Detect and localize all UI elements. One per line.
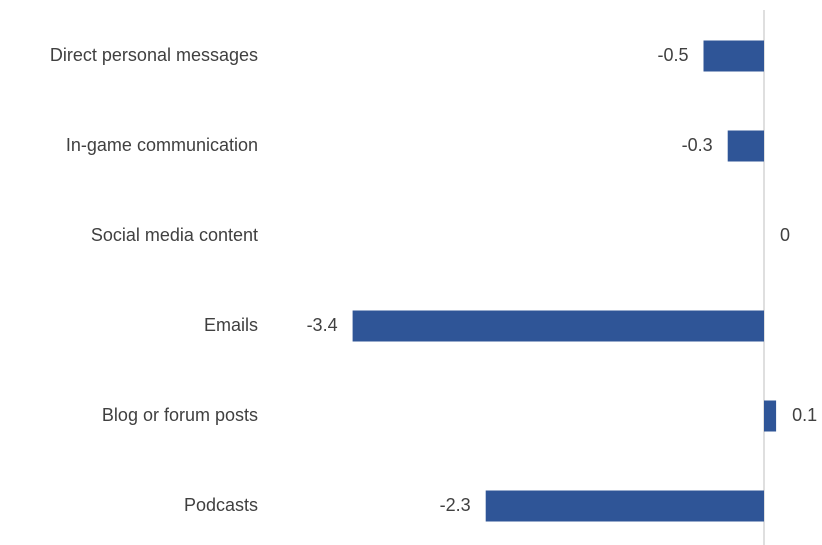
value-label: -3.4 bbox=[307, 315, 338, 335]
category-label: Podcasts bbox=[184, 495, 258, 515]
category-label: Blog or forum posts bbox=[102, 405, 258, 425]
category-label: In-game communication bbox=[66, 135, 258, 155]
value-label: -0.3 bbox=[682, 135, 713, 155]
category-label: Emails bbox=[204, 315, 258, 335]
bar bbox=[485, 490, 764, 522]
category-label: Social media content bbox=[91, 225, 258, 245]
bar bbox=[764, 400, 777, 432]
value-label: 0.1 bbox=[792, 405, 817, 425]
bar bbox=[703, 40, 764, 72]
value-label: 0 bbox=[780, 225, 790, 245]
value-label: -2.3 bbox=[440, 495, 471, 515]
bar bbox=[352, 310, 764, 342]
value-label: -0.5 bbox=[657, 45, 688, 65]
category-label: Direct personal messages bbox=[50, 45, 258, 65]
bar bbox=[727, 130, 764, 162]
